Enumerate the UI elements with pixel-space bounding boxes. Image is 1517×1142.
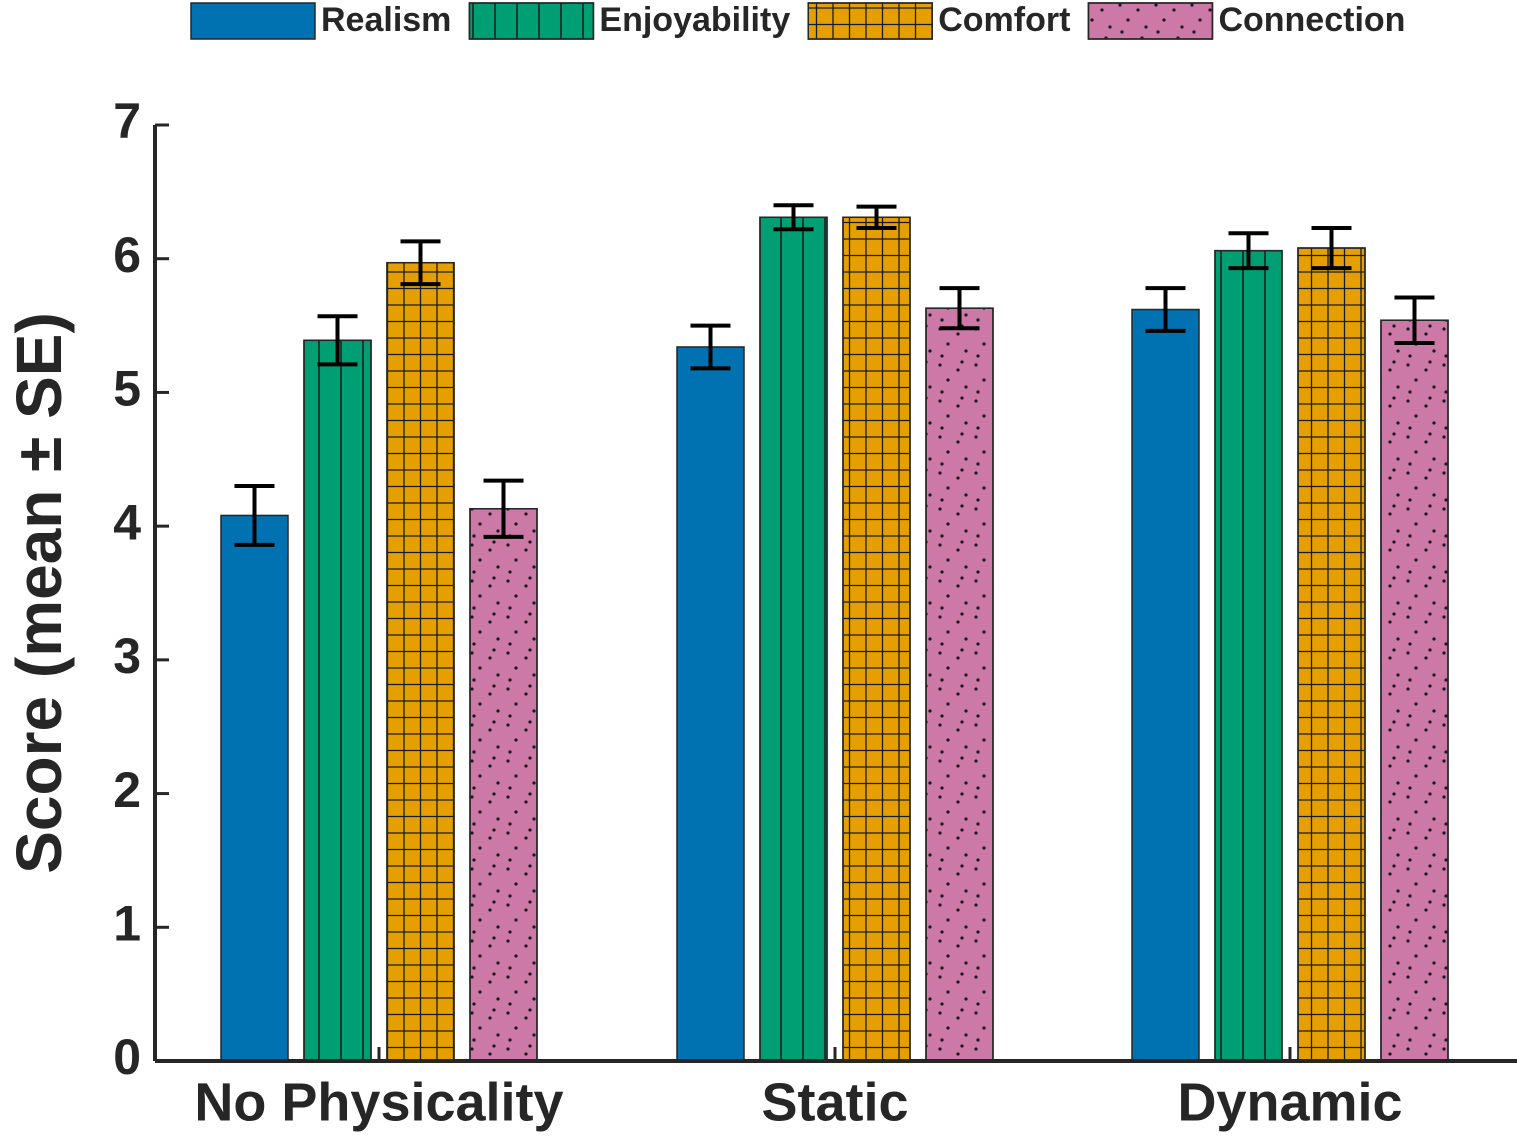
error-bar — [317, 314, 358, 367]
y-tick-label: 3 — [113, 628, 141, 684]
error-bar — [1228, 231, 1269, 271]
error-bar — [1145, 286, 1186, 333]
y-tick-label: 1 — [113, 895, 141, 951]
x-tick-label: Dynamic — [1177, 1072, 1402, 1132]
y-tick-label: 4 — [113, 494, 141, 550]
legend-swatch-pattern — [1087, 2, 1214, 40]
bar-pattern — [925, 307, 994, 1062]
bar-pattern — [1214, 249, 1283, 1062]
bar-pattern — [842, 216, 911, 1062]
y-tick-label: 5 — [113, 361, 141, 417]
x-tick-label: No Physicality — [194, 1072, 563, 1132]
error-bar — [939, 286, 980, 331]
y-tick-label: 2 — [113, 762, 141, 818]
legend-swatch-pattern — [807, 2, 933, 40]
legend-swatch — [190, 2, 316, 40]
legend-swatch-pattern — [468, 2, 595, 40]
bar-pattern — [386, 261, 455, 1062]
y-tick-label: 0 — [113, 1029, 141, 1085]
legend-label: Enjoyability — [599, 1, 790, 39]
bar — [676, 346, 745, 1062]
error-bar — [690, 323, 731, 371]
bar-pattern — [759, 216, 828, 1062]
error-bar — [856, 204, 897, 230]
x-tick-label: Static — [761, 1072, 908, 1132]
bar — [220, 514, 289, 1062]
legend-label: Connection — [1218, 1, 1405, 39]
y-axis-label: Score (mean ± SE) — [3, 312, 75, 874]
y-tick-label: 7 — [113, 93, 141, 149]
y-tick-label: 6 — [113, 227, 141, 283]
error-bar — [1311, 225, 1352, 271]
bar-pattern — [1380, 319, 1449, 1062]
bar — [1131, 308, 1200, 1062]
error-bar — [234, 484, 275, 547]
bar-pattern — [469, 508, 538, 1062]
error-bar — [400, 239, 441, 287]
error-bar — [773, 203, 814, 232]
error-bar — [1394, 295, 1435, 345]
bar-pattern — [1297, 247, 1366, 1062]
legend-label: Comfort — [938, 1, 1070, 39]
error-bar — [483, 478, 524, 539]
bar-pattern — [303, 339, 372, 1062]
legend-label: Realism — [321, 1, 451, 39]
